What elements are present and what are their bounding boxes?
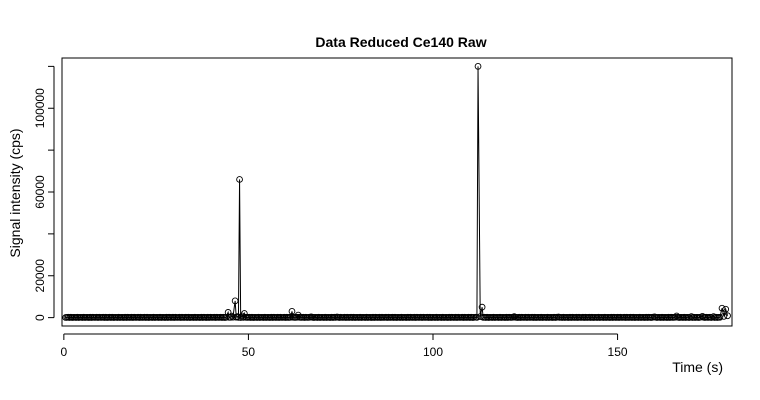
data-point bbox=[716, 313, 724, 321]
data-point bbox=[231, 297, 239, 305]
data-point bbox=[720, 313, 728, 320]
x-axis-label: Time (s) bbox=[672, 359, 723, 375]
y-axis-label: Signal intensity (cps) bbox=[7, 128, 23, 257]
x-tick-label: 50 bbox=[242, 345, 256, 359]
y-tick-label: 0 bbox=[33, 314, 47, 321]
data-point bbox=[722, 305, 730, 313]
data-point bbox=[478, 303, 486, 311]
x-tick-label: 100 bbox=[423, 345, 443, 359]
plot-frame bbox=[61, 57, 733, 327]
data-point bbox=[235, 314, 242, 321]
axes: 0 50 100 150 0 20000 60000 100000 bbox=[33, 57, 733, 359]
data-point bbox=[724, 312, 731, 320]
chart-title: Data Reduced Ce140 Raw bbox=[315, 34, 486, 50]
x-tick-label: 0 bbox=[61, 345, 68, 359]
data-point bbox=[474, 63, 482, 70]
data-point bbox=[718, 304, 726, 312]
data-point bbox=[236, 176, 243, 183]
y-tick-label: 20000 bbox=[33, 259, 47, 293]
y-tick-label: 60000 bbox=[33, 175, 47, 209]
series-layer bbox=[62, 63, 731, 321]
data-point bbox=[473, 314, 481, 321]
x-tick-label: 150 bbox=[608, 345, 628, 359]
y-tick-label: 100000 bbox=[33, 88, 47, 128]
series-line bbox=[65, 66, 729, 319]
data-point bbox=[470, 314, 478, 321]
